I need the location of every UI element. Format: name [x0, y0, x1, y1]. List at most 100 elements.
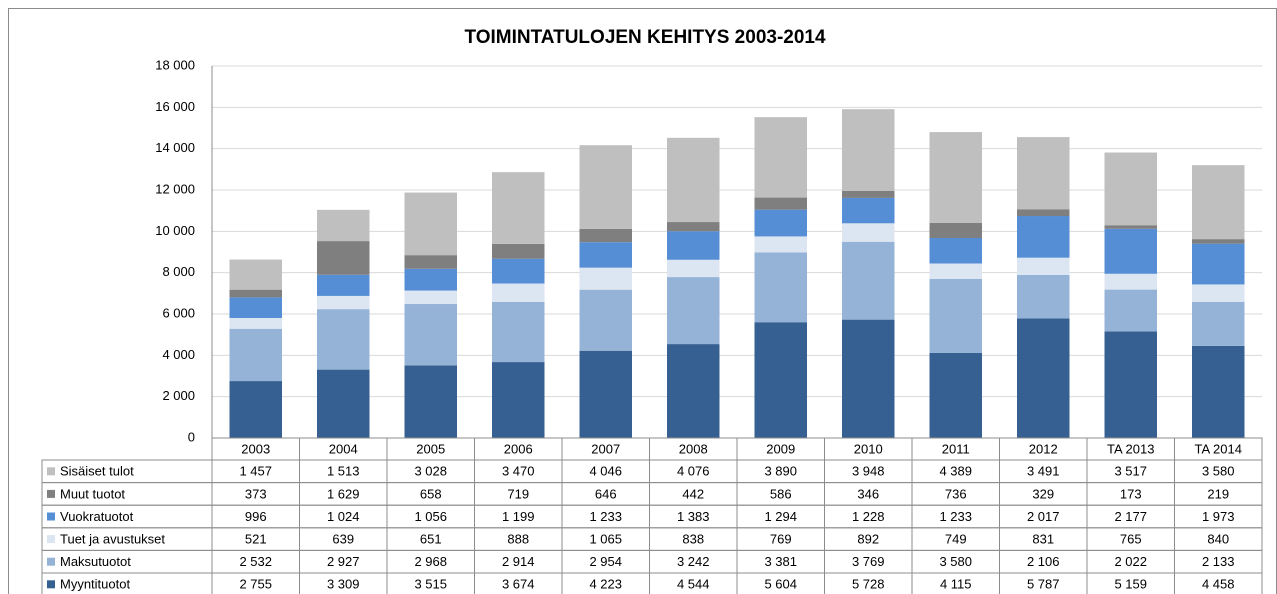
bar-segment — [1104, 273, 1157, 290]
y-tick-label: 6 000 — [162, 305, 195, 320]
bar-segment — [317, 209, 370, 242]
chart-title: TOIMINTATULOJEN KEHITYS 2003-2014 — [464, 27, 826, 48]
bar-segment — [1017, 257, 1070, 275]
bar-segment — [229, 289, 282, 298]
bar-segment — [1104, 331, 1157, 438]
data-label: 4 046 — [589, 464, 622, 479]
data-label: 4 076 — [677, 464, 710, 479]
bar-segment — [492, 301, 545, 363]
bar-segment — [754, 117, 807, 198]
data-label: 2 133 — [1202, 554, 1235, 569]
bar-segment — [229, 317, 282, 329]
data-label: 329 — [1032, 486, 1054, 501]
bar-segment — [404, 365, 457, 438]
bar-segment — [1104, 228, 1157, 274]
data-label: 2 954 — [589, 554, 622, 569]
bar-segment — [579, 242, 632, 268]
bar-segment — [754, 252, 807, 323]
bar-segment — [754, 197, 807, 210]
data-label: 831 — [1032, 532, 1054, 547]
data-label: 1 383 — [677, 509, 710, 524]
data-label: 719 — [507, 486, 529, 501]
data-label: 4 458 — [1202, 577, 1235, 592]
bar-segment — [929, 132, 982, 223]
data-label: 1 065 — [589, 532, 622, 547]
y-tick-label: 12 000 — [155, 181, 195, 196]
bar-segment — [492, 362, 545, 438]
legend-swatch — [47, 535, 55, 544]
bar-segment — [842, 190, 895, 198]
data-label: 5 604 — [764, 577, 797, 592]
bar-segment — [667, 137, 720, 223]
bar-segment — [317, 369, 370, 438]
data-label: 1 199 — [502, 509, 535, 524]
data-label: 3 948 — [852, 464, 885, 479]
data-label: 639 — [332, 532, 354, 547]
data-label: 3 769 — [852, 554, 885, 569]
bar-segment — [842, 319, 895, 438]
data-label: 346 — [857, 486, 879, 501]
legend-label: Muut tuotot — [60, 486, 125, 501]
bar-segment — [579, 289, 632, 351]
x-tick-label: 2010 — [854, 441, 883, 456]
bar-segment — [579, 350, 632, 438]
data-label: 3 028 — [414, 464, 447, 479]
data-label: 769 — [770, 532, 792, 547]
bar-segment — [1104, 289, 1157, 332]
bar-segment — [667, 344, 720, 438]
data-label: 4 223 — [589, 577, 622, 592]
bar-segment — [754, 209, 807, 237]
bar-segment — [1104, 225, 1157, 229]
data-label: 651 — [420, 532, 442, 547]
data-label: 586 — [770, 486, 792, 501]
bar-segment — [667, 277, 720, 345]
data-label: 765 — [1120, 532, 1142, 547]
data-label: 2 532 — [239, 554, 272, 569]
data-label: 5 787 — [1027, 577, 1060, 592]
legend-label: Vuokratuotot — [60, 509, 134, 524]
bar-segment — [492, 243, 545, 259]
bar-segment — [1192, 239, 1245, 244]
bar-segment — [1192, 243, 1245, 285]
bar-segment — [1017, 137, 1070, 210]
bar-segment — [229, 381, 282, 438]
bar-segment — [754, 236, 807, 253]
data-label: 996 — [245, 509, 267, 524]
bar-segment — [492, 172, 545, 244]
data-label: 219 — [1207, 486, 1229, 501]
legend-label: Myyntituotot — [60, 577, 130, 592]
data-label: 1 973 — [1202, 509, 1235, 524]
bar-segment — [1017, 216, 1070, 258]
bar-segment — [492, 283, 545, 302]
data-label: 749 — [945, 532, 967, 547]
legend-swatch — [47, 467, 55, 476]
legend-label: Maksutuotot — [60, 554, 131, 569]
bar-segment — [1192, 165, 1245, 240]
bar-segment — [929, 278, 982, 353]
y-tick-label: 2 000 — [162, 388, 195, 403]
data-label: 3 517 — [1114, 464, 1147, 479]
data-label: 2 106 — [1027, 554, 1060, 569]
bar-segment — [1192, 284, 1245, 302]
data-label: 521 — [245, 532, 267, 547]
bar-segment — [579, 267, 632, 290]
data-label: 1 457 — [239, 464, 272, 479]
data-label: 3 309 — [327, 577, 360, 592]
data-label: 442 — [682, 486, 704, 501]
data-label: 4 115 — [940, 577, 972, 592]
data-label: 838 — [682, 532, 704, 547]
data-label: 3 491 — [1027, 464, 1060, 479]
bar-segment — [579, 228, 632, 243]
data-label: 2 927 — [327, 554, 360, 569]
data-label: 2 177 — [1114, 509, 1147, 524]
bar-segment — [842, 109, 895, 191]
bar-segment — [317, 295, 370, 310]
bar-segment — [404, 304, 457, 366]
data-label: 1 056 — [414, 509, 447, 524]
bar-segment — [842, 223, 895, 242]
bar-segment — [929, 263, 982, 279]
bar-segment — [317, 241, 370, 275]
bar-segment — [229, 297, 282, 318]
x-tick-label: 2011 — [942, 441, 970, 456]
